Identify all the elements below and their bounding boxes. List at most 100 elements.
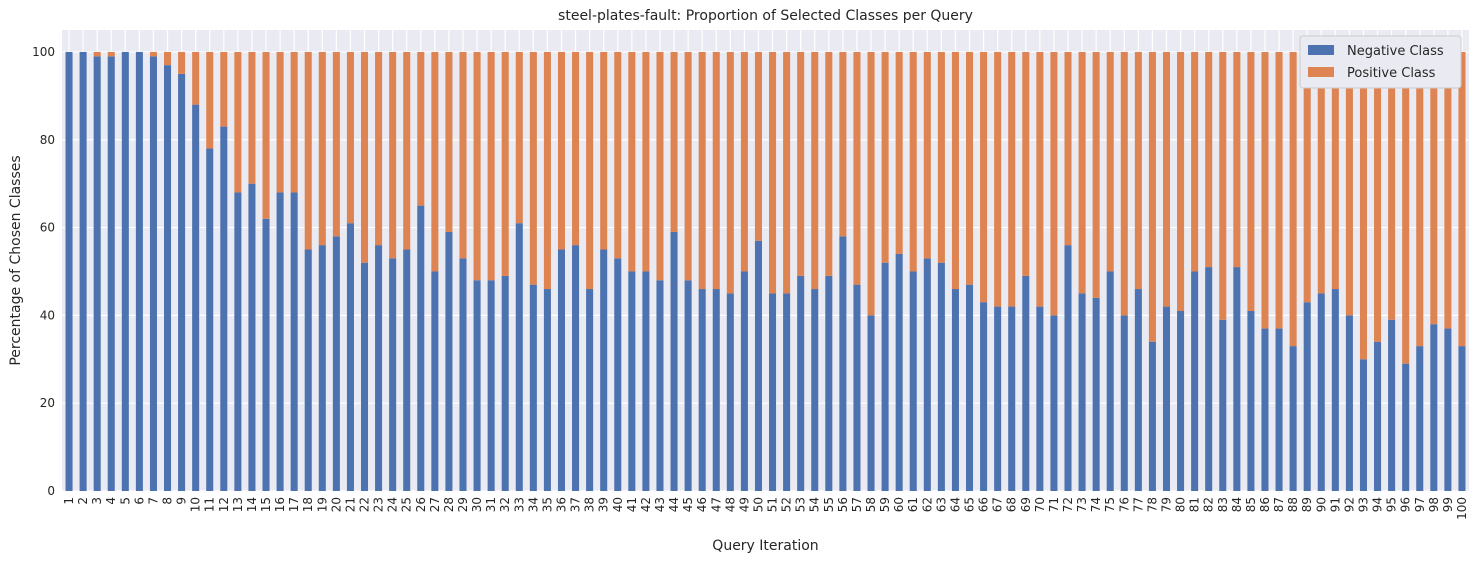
x-tick-label: 90	[1314, 497, 1328, 512]
positive-class-bar	[375, 51, 383, 246]
positive-class-bar	[206, 51, 214, 149]
negative-class-bar	[1205, 267, 1213, 491]
negative-class-bar	[684, 280, 692, 491]
negative-class-bar	[206, 148, 214, 492]
positive-class-bar	[951, 51, 959, 290]
x-tick-label: 47	[709, 497, 723, 512]
negative-class-bar	[417, 205, 425, 491]
negative-class-bar	[290, 192, 298, 491]
legend-swatch-negative-class	[1308, 45, 1334, 55]
negative-class-bar	[1303, 302, 1311, 491]
y-axis-title: Percentage of Chosen Classes	[8, 155, 24, 365]
negative-class-bar	[459, 258, 467, 491]
negative-class-bar	[642, 271, 650, 491]
y-tick-labels: 0 20 40 60 80 100	[32, 45, 55, 498]
negative-class-bar	[93, 56, 101, 491]
negative-class-bar	[1388, 319, 1396, 491]
positive-class-bar	[543, 51, 551, 290]
positive-class-bar	[262, 51, 270, 219]
x-tick-label: 25	[400, 497, 414, 512]
positive-class-bar	[346, 51, 354, 224]
positive-class-bar	[1233, 51, 1241, 268]
x-tick-label: 72	[1061, 497, 1075, 512]
negative-class-bar	[965, 284, 974, 491]
positive-class-bar	[628, 51, 636, 272]
x-tick-label: 71	[1047, 497, 1061, 512]
negative-class-bar	[164, 65, 172, 491]
x-tick-label: 51	[766, 497, 780, 512]
x-tick-label: 61	[906, 497, 920, 512]
positive-class-bar	[192, 51, 200, 105]
negative-class-bar	[515, 223, 523, 491]
positive-class-bar	[332, 51, 340, 237]
x-tick-label: 28	[442, 497, 456, 512]
negative-class-bar	[572, 245, 580, 491]
x-tick-label: 55	[822, 497, 836, 512]
y-tick-label: 80	[40, 133, 55, 147]
negative-class-bar	[107, 56, 115, 491]
x-tick-label: 41	[625, 497, 639, 512]
x-tick-label: 99	[1441, 497, 1455, 512]
negative-class-bar	[557, 249, 566, 491]
negative-class-bar	[1177, 310, 1185, 491]
x-tick-label: 66	[977, 497, 991, 512]
x-tick-label: 67	[991, 497, 1005, 512]
negative-class-bar	[543, 289, 551, 491]
positive-class-bar	[1205, 51, 1213, 268]
legend: Negative Class Positive Class	[1299, 35, 1462, 89]
x-tick-label: 13	[231, 497, 245, 512]
negative-class-bar	[389, 258, 397, 491]
negative-class-bar	[1402, 363, 1410, 491]
negative-class-bar	[1289, 346, 1297, 491]
negative-class-bar	[1219, 319, 1227, 491]
positive-class-bar	[698, 51, 706, 290]
positive-class-bar	[234, 51, 242, 193]
x-tick-label: 96	[1399, 497, 1413, 512]
positive-class-bar	[1134, 51, 1142, 290]
negative-class-bar	[1134, 289, 1142, 491]
x-tick-label: 17	[287, 497, 301, 512]
x-tick-label: 97	[1413, 497, 1427, 512]
negative-class-bar	[149, 56, 157, 491]
negative-class-bar	[811, 289, 819, 491]
positive-class-bar	[360, 51, 369, 263]
negative-class-bar	[1050, 315, 1058, 491]
positive-class-bar	[459, 51, 467, 259]
x-tick-label: 57	[850, 497, 864, 512]
negative-class-bar	[881, 262, 889, 491]
negative-class-bar	[304, 249, 312, 491]
x-tick-label: 43	[653, 497, 667, 512]
positive-class-bar	[572, 51, 580, 246]
positive-class-bar	[1402, 51, 1410, 364]
negative-class-bar	[712, 289, 720, 491]
x-axis-title: Query Iteration	[712, 538, 818, 554]
positive-class-bar	[1162, 51, 1171, 307]
negative-class-bar	[79, 51, 87, 491]
positive-class-bar	[487, 51, 495, 281]
negative-class-bar	[529, 284, 537, 491]
negative-class-bar	[262, 218, 270, 492]
negative-class-bar	[318, 245, 326, 491]
negative-class-bar	[1064, 245, 1072, 491]
x-tick-label: 58	[864, 497, 878, 512]
negative-class-bar	[853, 284, 861, 491]
positive-class-bar	[290, 51, 298, 193]
positive-class-bar	[1458, 51, 1466, 347]
x-tick-label: 62	[920, 497, 934, 512]
x-tick-label: 74	[1089, 497, 1103, 512]
negative-class-bar	[1430, 324, 1438, 491]
positive-class-bar	[403, 51, 411, 250]
positive-class-bar	[923, 51, 931, 259]
negative-class-bar	[1374, 341, 1382, 491]
negative-class-bar	[1022, 275, 1030, 491]
x-tick-label: 100	[1455, 497, 1469, 520]
x-tick-label: 87	[1272, 497, 1286, 512]
x-tick-label: 34	[526, 497, 540, 512]
x-tick-label: 3	[90, 497, 104, 505]
negative-class-bar	[614, 258, 622, 491]
negative-class-bar	[1036, 306, 1044, 491]
negative-class-bar	[698, 289, 706, 491]
positive-class-bar	[825, 51, 833, 276]
y-tick-label: 60	[40, 221, 55, 235]
